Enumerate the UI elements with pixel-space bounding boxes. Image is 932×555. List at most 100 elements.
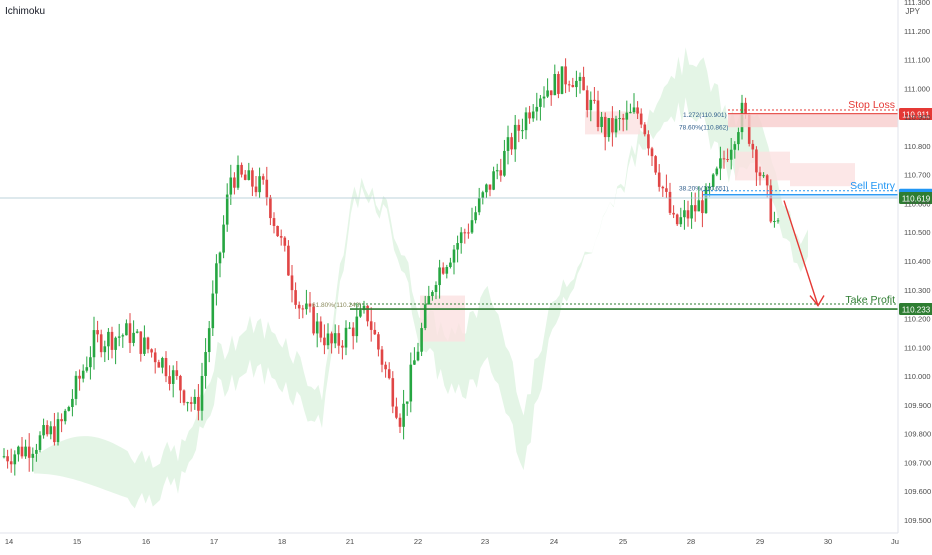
candle-body[interactable]: [233, 177, 236, 188]
candle-body[interactable]: [672, 212, 675, 215]
candle-body[interactable]: [2, 456, 6, 458]
candle-body[interactable]: [143, 337, 146, 354]
candle-body[interactable]: [240, 164, 243, 175]
candle-body[interactable]: [517, 124, 521, 131]
candle-body[interactable]: [247, 170, 251, 180]
candle-body[interactable]: [650, 148, 654, 157]
candle-body[interactable]: [150, 349, 153, 353]
candle-body[interactable]: [704, 187, 708, 214]
candle-body[interactable]: [186, 402, 189, 404]
candle-body[interactable]: [207, 328, 211, 353]
candle-body[interactable]: [535, 106, 539, 112]
candle-body[interactable]: [344, 327, 348, 348]
candle-body[interactable]: [679, 217, 683, 225]
candle-body[interactable]: [312, 306, 315, 334]
candle-body[interactable]: [13, 454, 17, 465]
candle-body[interactable]: [315, 321, 319, 334]
candle-body[interactable]: [697, 200, 701, 212]
candle-body[interactable]: [366, 305, 369, 322]
candle-body[interactable]: [575, 80, 578, 88]
candle-body[interactable]: [222, 224, 225, 253]
candle-body[interactable]: [287, 245, 290, 276]
candle-body[interactable]: [503, 150, 506, 176]
candle-body[interactable]: [17, 446, 20, 455]
candle-body[interactable]: [27, 446, 31, 458]
candle-body[interactable]: [42, 425, 45, 436]
candle-body[interactable]: [726, 159, 729, 161]
candle-body[interactable]: [168, 376, 171, 384]
candle-body[interactable]: [49, 426, 53, 435]
candle-body[interactable]: [67, 407, 71, 411]
candle-body[interactable]: [395, 406, 398, 418]
candle-body[interactable]: [474, 212, 477, 221]
candle-body[interactable]: [636, 107, 639, 114]
candle-body[interactable]: [6, 456, 9, 462]
candle-body[interactable]: [333, 333, 337, 344]
candle-body[interactable]: [373, 329, 377, 335]
candle-body[interactable]: [56, 419, 60, 443]
candle-body[interactable]: [236, 164, 240, 188]
candle-body[interactable]: [463, 232, 467, 234]
candle-body[interactable]: [549, 90, 553, 96]
candle-body[interactable]: [31, 453, 35, 458]
candle-body[interactable]: [24, 446, 27, 457]
candle-body[interactable]: [391, 378, 395, 407]
candle-body[interactable]: [427, 296, 431, 305]
candle-body[interactable]: [456, 243, 459, 250]
candle-body[interactable]: [452, 249, 456, 263]
candle-body[interactable]: [431, 292, 434, 297]
candle-body[interactable]: [121, 335, 125, 337]
candle-body[interactable]: [758, 172, 762, 176]
candle-body[interactable]: [348, 327, 351, 329]
candle-body[interactable]: [611, 118, 614, 133]
candle-body[interactable]: [744, 102, 747, 115]
candle-body[interactable]: [402, 403, 405, 427]
candle-body[interactable]: [9, 461, 13, 465]
candle-body[interactable]: [132, 332, 135, 343]
candle-body[interactable]: [319, 321, 323, 338]
candle-body[interactable]: [294, 290, 297, 305]
candle-body[interactable]: [585, 90, 589, 111]
candle-body[interactable]: [524, 112, 528, 131]
candle-body[interactable]: [63, 410, 67, 422]
candle-body[interactable]: [765, 175, 769, 186]
candle-body[interactable]: [416, 351, 420, 361]
candle-body[interactable]: [81, 370, 85, 379]
candle-body[interactable]: [398, 417, 402, 427]
candle-body[interactable]: [161, 358, 164, 368]
candle-body[interactable]: [499, 170, 503, 176]
candle-body[interactable]: [107, 331, 110, 347]
candle-body[interactable]: [218, 252, 222, 264]
candle-body[interactable]: [647, 134, 650, 149]
candle-body[interactable]: [506, 137, 510, 151]
candle-body[interactable]: [85, 367, 89, 371]
candle-body[interactable]: [243, 174, 247, 180]
candle-body[interactable]: [657, 172, 661, 187]
candle-body[interactable]: [272, 218, 276, 226]
candle-body[interactable]: [157, 362, 161, 368]
candle-body[interactable]: [564, 66, 567, 85]
candle-body[interactable]: [521, 130, 524, 132]
candle-body[interactable]: [607, 118, 611, 138]
candle-body[interactable]: [153, 352, 157, 363]
candle-body[interactable]: [603, 116, 607, 138]
candle-body[interactable]: [175, 370, 179, 376]
candle-body[interactable]: [103, 346, 107, 353]
candle-body[interactable]: [729, 149, 733, 160]
candle-body[interactable]: [38, 435, 42, 450]
candle-body[interactable]: [438, 267, 441, 286]
candle-body[interactable]: [215, 263, 218, 294]
candle-body[interactable]: [301, 308, 305, 310]
indicator-label[interactable]: Ichimoku: [5, 6, 46, 17]
candle-body[interactable]: [211, 293, 215, 329]
candle-body[interactable]: [409, 364, 413, 402]
candle-body[interactable]: [434, 285, 438, 293]
candle-body[interactable]: [722, 158, 726, 160]
candle-body[interactable]: [261, 176, 265, 180]
candle-body[interactable]: [600, 116, 603, 127]
candle-body[interactable]: [683, 210, 686, 218]
candle-body[interactable]: [459, 232, 463, 244]
candle-body[interactable]: [74, 375, 78, 399]
candle-body[interactable]: [179, 375, 182, 391]
